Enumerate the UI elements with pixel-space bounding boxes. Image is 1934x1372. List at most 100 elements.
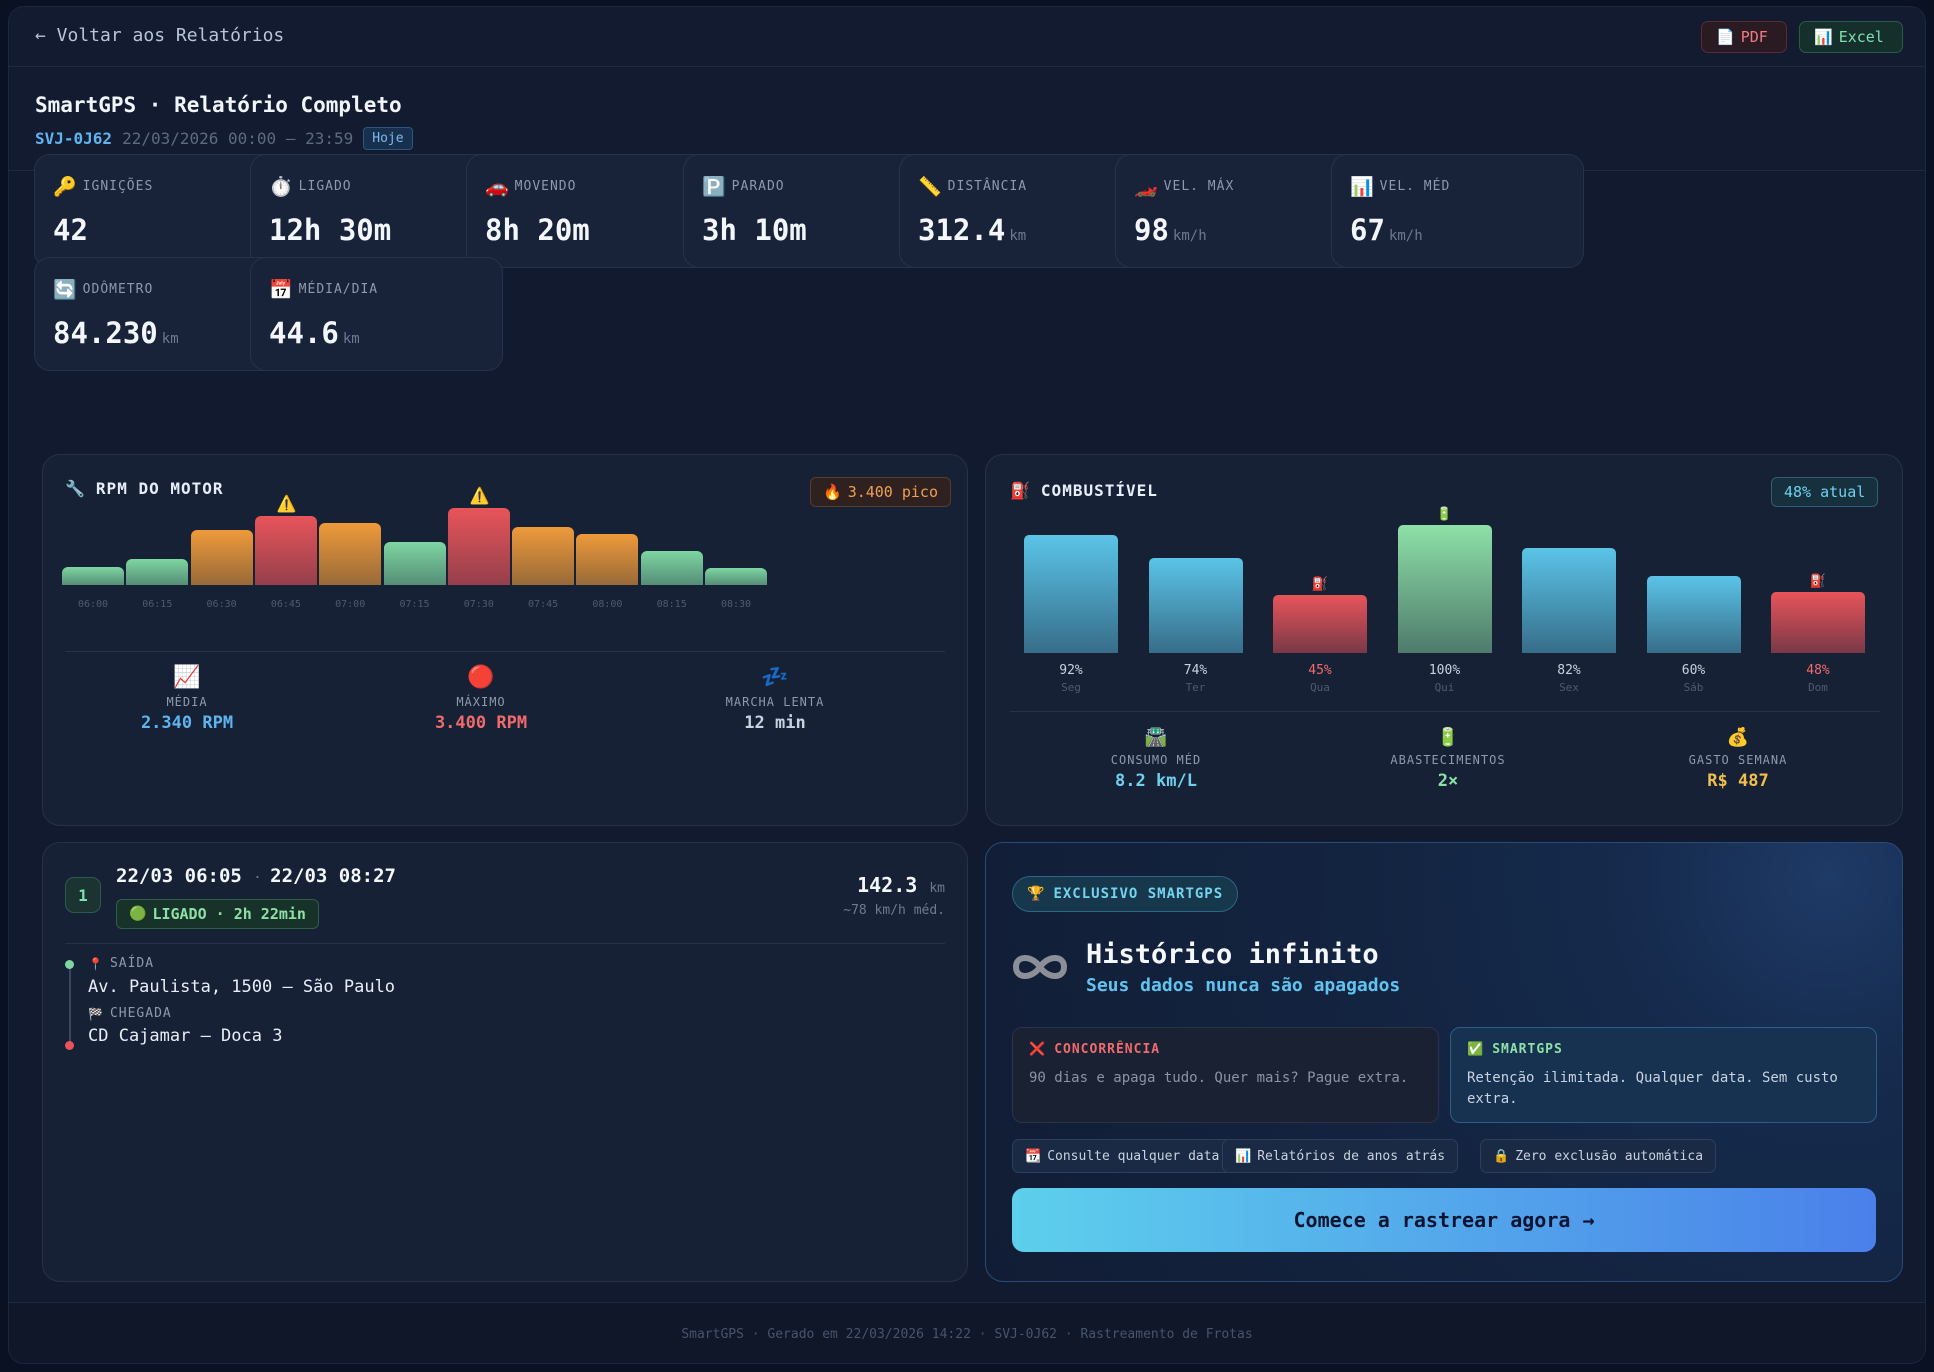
trip-divider	[65, 943, 945, 944]
rpm-tick-label: 07:45	[528, 599, 559, 610]
fuel-pump-icon: ⛽	[1010, 481, 1031, 500]
footer: SmartGPS · Gerado em 22/03/2026 14:22 · …	[9, 1302, 1925, 1363]
fuel-percent-label: 45%	[1308, 663, 1332, 678]
green-circle-icon: 🟢	[129, 906, 147, 922]
rpm-tick-label: 07:00	[335, 599, 366, 610]
today-badge: Hoje	[363, 127, 413, 150]
departure-label: 📍 SAÍDA	[88, 956, 154, 971]
stat-icon: 🔑	[53, 176, 77, 198]
top-bar: ← Voltar aos Relatórios 📄 PDF 📊 Excel	[9, 7, 1925, 67]
stat-unit: km/h	[1388, 228, 1423, 244]
rpm-stat-average: 📈 MÉDIA 2.340 RPM	[77, 665, 297, 733]
trip-start-time: 22/03 06:05	[116, 865, 242, 887]
rpm-peak-badge: 🔥 3.400 pico	[810, 477, 951, 507]
fuel-day-label: Qui	[1434, 681, 1455, 694]
stat-label-text: MÉDIA/DIA	[298, 282, 379, 297]
fuel-percent-label: 92%	[1059, 663, 1083, 678]
stat-value: 42	[53, 213, 88, 247]
fire-icon: 🔥	[823, 483, 842, 501]
competitor-title-text: CONCORRÊNCIA	[1054, 1042, 1161, 1057]
fuel-day-label: Dom	[1808, 681, 1828, 694]
fuel-day-label: Ter	[1185, 681, 1206, 694]
rpm-stat-value: 2.340 RPM	[140, 713, 234, 733]
fuel-stat-refuels: 🔋 ABASTECIMENTOS 2×	[1338, 727, 1558, 791]
start-tracking-button[interactable]: Comece a rastrear agora →	[1012, 1188, 1876, 1252]
infinity-icon	[1012, 955, 1068, 979]
stat-value: 67 km/h	[1350, 213, 1423, 247]
fuel-percent-label: 60%	[1681, 663, 1706, 678]
road-icon: 🛣️	[1144, 727, 1168, 748]
rpm-stat-maximum: 🔴 MÁXIMO 3.400 RPM	[371, 665, 591, 733]
smartgps-box: ✅ SMARTGPS Retenção ilimitada. Qualquer …	[1450, 1027, 1877, 1123]
stat-label-text: ODÔMETRO	[82, 282, 154, 297]
rpm-bar	[254, 516, 317, 585]
stat-icon: 🅿️	[702, 176, 726, 198]
feature-chip: 🔒 Zero exclusão automática	[1480, 1139, 1717, 1173]
fuel-chart: 92% Seg 74% Ter 45% Qua ⛽ 100% Qui 🔋 82% Sex 60% Sáb 4…	[986, 455, 1904, 705]
trip-time-range: 22/03 06:05 · 22/03 08:27	[116, 865, 396, 887]
red-circle-icon: 🔴	[467, 665, 495, 690]
fuel-day-label: Sex	[1559, 681, 1579, 694]
ignition-state-badge: 🟢 LIGADO · 2h 22min	[116, 899, 319, 929]
spreadsheet-icon: 📊	[1814, 28, 1833, 46]
fuel-bar	[1397, 525, 1492, 653]
stat-value-number: 8h 20m	[485, 213, 590, 247]
fuel-divider	[1010, 711, 1880, 712]
fuel-title-label: COMBUSTÍVEL	[1040, 481, 1158, 500]
stat-label: ⏱️ LIGADO	[269, 175, 352, 198]
fuel-pump-icon: ⛽	[1311, 577, 1329, 592]
rpm-tick-label: 06:30	[206, 599, 237, 610]
feature-chip: 📊 Relatórios de anos atrás	[1222, 1139, 1459, 1173]
chart-icon: 📊	[1235, 1148, 1252, 1164]
rpm-bar	[512, 527, 575, 585]
stat-icon: 📏	[918, 176, 942, 198]
trip-end-time: 22/03 08:27	[270, 865, 396, 887]
rpm-tick-label: 06:45	[270, 599, 301, 610]
rpm-stat-value: 3.400 RPM	[434, 713, 528, 733]
stat-label: 🏎️ VEL. MÁX	[1134, 175, 1234, 198]
wrench-icon: 🔧	[65, 479, 86, 498]
stat-card-movendo: 🚗 MOVENDO 8h 20m	[466, 154, 719, 268]
fuel-bar	[1646, 576, 1741, 653]
trip-avg-speed: ~78 km/h méd.	[843, 903, 945, 918]
export-excel-button[interactable]: 📊 Excel	[1799, 21, 1903, 53]
battery-icon: 🔋	[1436, 507, 1453, 522]
trip-card[interactable]: 1 22/03 06:05 · 22/03 08:27 🟢 LIGADO · 2…	[42, 842, 968, 1282]
stat-card-vel-máx: 🏎️ VEL. MÁX 98 km/h	[1115, 154, 1368, 268]
back-to-reports-link[interactable]: ← Voltar aos Relatórios	[35, 25, 285, 46]
timeline-line	[69, 961, 71, 1049]
vehicle-plate: SVJ-0J62	[35, 129, 113, 148]
stat-unit: km	[342, 331, 360, 347]
export-pdf-label: PDF	[1740, 28, 1768, 46]
fuel-stat-label: ABASTECIMENTOS	[1390, 753, 1506, 767]
trophy-icon: 🏆	[1027, 886, 1046, 902]
stat-icon: 📅	[269, 279, 293, 301]
checkered-flag-icon: 🏁	[88, 1006, 104, 1021]
trip-distance: 142.3 km	[857, 873, 945, 897]
rpm-stat-label: MARCHA LENTA	[725, 695, 825, 709]
fuel-stat-value: 8.2 km/L	[1115, 771, 1197, 791]
fuel-percent-label: 48%	[1806, 663, 1830, 678]
export-pdf-button[interactable]: 📄 PDF	[1701, 21, 1787, 53]
fuel-bar	[1273, 595, 1367, 653]
competitor-box: ❌ CONCORRÊNCIA 90 dias e apaga tudo. Que…	[1012, 1027, 1439, 1123]
departure-label-text: SAÍDA	[109, 956, 155, 971]
stat-card-ignições: 🔑 IGNIÇÕES 42	[34, 154, 287, 268]
rpm-bar	[383, 542, 446, 585]
stat-card-distância: 📏 DISTÂNCIA 312.4 km	[899, 154, 1152, 268]
rpm-bar	[576, 534, 639, 585]
rpm-stat-value: 12 min	[744, 713, 806, 733]
pin-icon: 📍	[88, 956, 104, 971]
stat-card-odômetro: 🔄 ODÔMETRO 84.230 km	[34, 257, 287, 371]
arrival-address: CD Cajamar — Doca 3	[88, 1026, 283, 1046]
fuel-bar	[1024, 535, 1118, 653]
money-bag-icon: 💰	[1726, 727, 1750, 748]
stat-icon: ⏱️	[269, 176, 293, 198]
fuel-percent-label: 100%	[1428, 663, 1461, 678]
rpm-tick-label: 06:00	[77, 599, 109, 610]
lock-icon: 🔒	[1493, 1148, 1510, 1164]
fuel-bar	[1771, 592, 1865, 653]
battery-icon: 🔋	[1436, 727, 1460, 748]
stat-label: 🚗 MOVENDO	[485, 175, 576, 198]
exclusive-badge-label: EXCLUSIVO SMARTGPS	[1053, 886, 1224, 902]
